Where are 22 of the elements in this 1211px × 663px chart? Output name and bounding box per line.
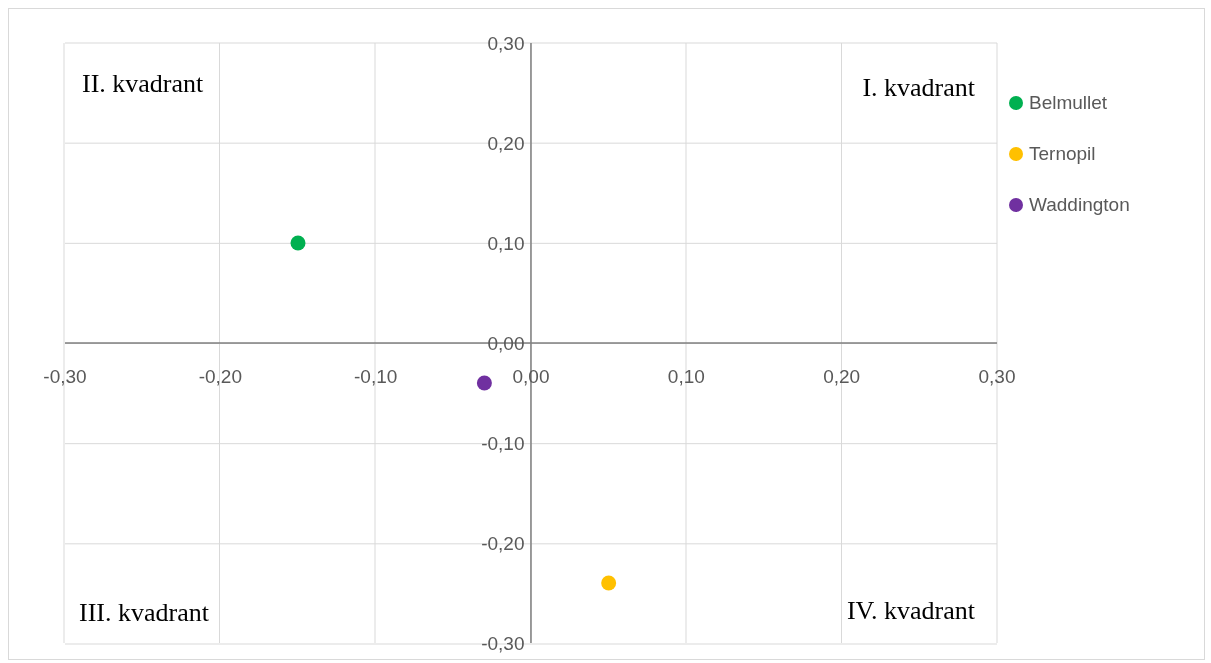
legend-label: Belmullet [1029, 91, 1108, 114]
x-tick-label: 0,30 [978, 365, 1016, 387]
annotation: III. kvadrant [79, 598, 209, 628]
y-tick-label: 0,20 [487, 133, 525, 154]
y-tick-label: 0,30 [487, 33, 525, 54]
annotation: II. kvadrant [82, 69, 204, 99]
x-tick-label: -0,10 [354, 365, 398, 387]
y-tick-label: 0,10 [487, 233, 525, 254]
x-tick-label: -0,20 [198, 365, 242, 387]
x-tick-label: -0,30 [43, 365, 87, 387]
annotation: I. kvadrant [862, 73, 975, 103]
point [601, 575, 617, 591]
legend-label: Waddington [1029, 193, 1130, 216]
x-tick-label: 0,20 [823, 365, 861, 387]
legend-label: Ternopil [1029, 142, 1096, 165]
point [290, 235, 306, 251]
y-tick-label: -0,10 [481, 433, 525, 454]
annotation: IV. kvadrant [846, 596, 975, 626]
y-tick-label: -0,30 [481, 633, 525, 654]
y-tick-label: -0,20 [481, 533, 525, 554]
point [476, 375, 492, 391]
x-tick-label: 0,10 [667, 365, 705, 387]
